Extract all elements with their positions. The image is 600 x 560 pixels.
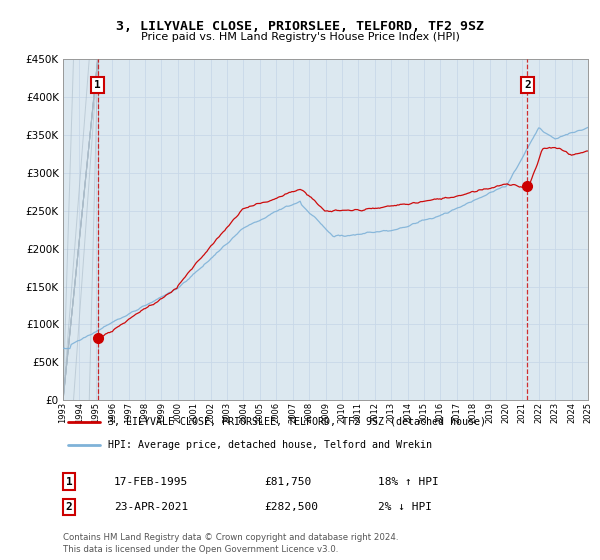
Text: 3, LILYVALE CLOSE, PRIORSLEE, TELFORD, TF2 9SZ: 3, LILYVALE CLOSE, PRIORSLEE, TELFORD, T… — [116, 20, 484, 32]
Text: 23-APR-2021: 23-APR-2021 — [114, 502, 188, 512]
Text: Price paid vs. HM Land Registry's House Price Index (HPI): Price paid vs. HM Land Registry's House … — [140, 32, 460, 42]
Text: 2: 2 — [524, 81, 531, 90]
Text: 17-FEB-1995: 17-FEB-1995 — [114, 477, 188, 487]
Text: 2: 2 — [65, 502, 73, 512]
Text: Contains HM Land Registry data © Crown copyright and database right 2024.
This d: Contains HM Land Registry data © Crown c… — [63, 533, 398, 554]
Text: 1: 1 — [65, 477, 73, 487]
Text: £282,500: £282,500 — [264, 502, 318, 512]
Text: £81,750: £81,750 — [264, 477, 311, 487]
Text: HPI: Average price, detached house, Telford and Wrekin: HPI: Average price, detached house, Telf… — [107, 440, 431, 450]
Text: 3, LILYVALE CLOSE, PRIORSLEE, TELFORD, TF2 9SZ (detached house): 3, LILYVALE CLOSE, PRIORSLEE, TELFORD, T… — [107, 417, 485, 427]
Text: 2% ↓ HPI: 2% ↓ HPI — [378, 502, 432, 512]
Text: 18% ↑ HPI: 18% ↑ HPI — [378, 477, 439, 487]
Text: 1: 1 — [94, 81, 101, 90]
